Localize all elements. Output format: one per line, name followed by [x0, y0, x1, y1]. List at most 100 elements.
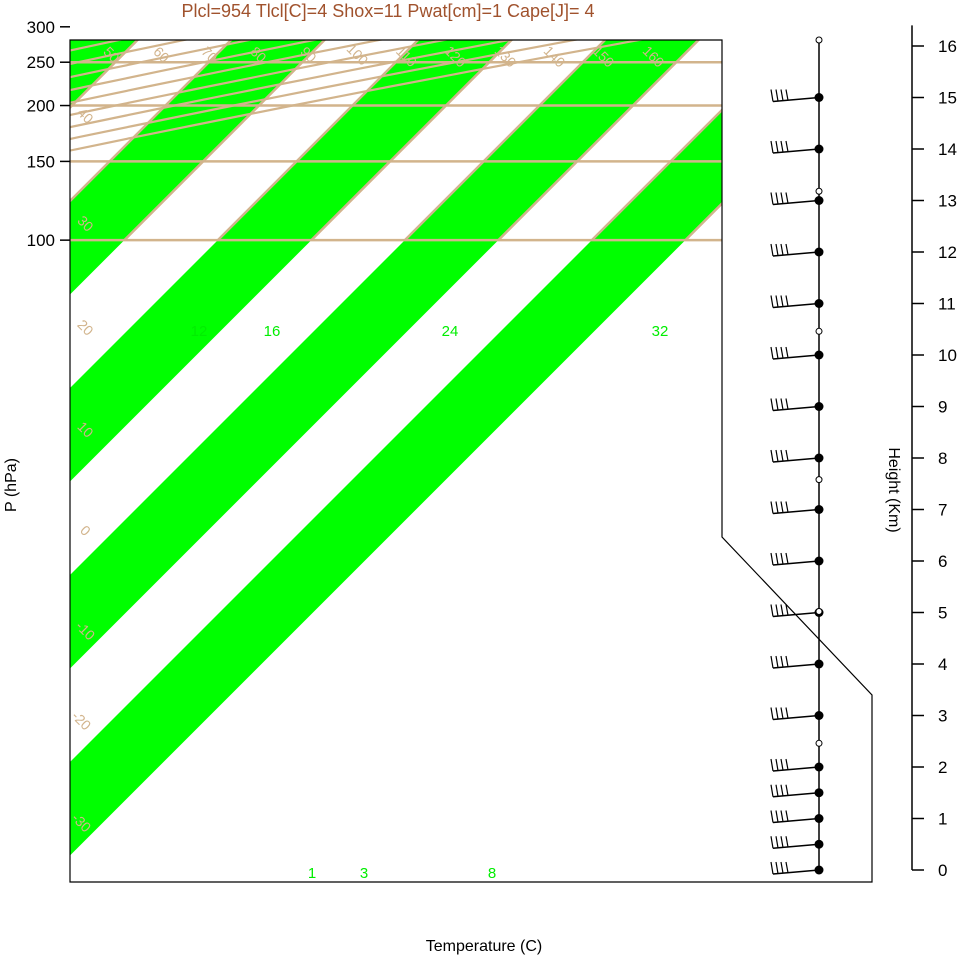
y-tick-label: 200 — [27, 97, 55, 116]
wind-barb-flag — [785, 604, 789, 616]
wind-barb-flag — [775, 89, 779, 102]
wind-barb-flag — [780, 707, 784, 719]
wind-barb-flag — [780, 243, 784, 256]
wind-open-marker — [815, 607, 823, 615]
wind-barb-flag — [780, 295, 784, 307]
dry-adiabat-label: 10 — [748, 540, 770, 562]
height-tick-label: 8 — [938, 449, 947, 468]
left-edge-label: 20 — [74, 316, 96, 338]
wind-barb-flag — [780, 140, 784, 153]
height-tick-label: 12 — [938, 243, 957, 262]
wind-barb-flag — [780, 449, 784, 462]
wind-barb-flag — [780, 346, 784, 359]
dry-adiabat-lines — [0, 0, 872, 242]
wind-barb-shaft — [772, 817, 820, 824]
left-edge-label: -20 — [69, 708, 95, 734]
isotherm — [497, 40, 872, 242]
mixing-ratio-label: 24 — [442, 323, 459, 340]
wind-barb-flag — [780, 758, 784, 771]
y-tick-label: 100 — [27, 231, 55, 250]
wind-barb-flag — [780, 784, 784, 797]
left-edge-label: 40 — [74, 104, 96, 126]
wind-barb-shaft — [772, 714, 820, 721]
wind-barb-flag — [785, 552, 789, 564]
height-tick-label: 16 — [938, 37, 957, 56]
wind-barb-shaft — [772, 457, 820, 463]
wind-barb-flag — [780, 810, 784, 822]
wind-barb-flag — [785, 398, 789, 410]
wind-barb-shaft — [772, 199, 820, 206]
isotherm — [123, 40, 582, 242]
wind-barb-flag — [780, 501, 784, 513]
wind-barb-shaft — [772, 148, 820, 154]
wind-barb-flag — [775, 861, 779, 874]
temp-band — [70, 40, 512, 882]
wind-barb-flag — [775, 243, 779, 256]
dry-adiabat-label: 30 — [845, 647, 867, 669]
height-tick-label: 9 — [938, 398, 947, 417]
wind-barb-shaft — [772, 96, 820, 103]
wind-barb-flag — [785, 89, 789, 101]
height-tick-label: 11 — [938, 295, 956, 314]
wind-barb-shaft — [772, 766, 820, 772]
wind-barb-flag — [780, 655, 784, 668]
wind-barb-flag — [770, 707, 774, 720]
wind-barb-flag — [775, 836, 779, 848]
wind-barb-flag — [770, 140, 774, 154]
wind-barb-shaft — [772, 302, 820, 309]
wind-barb-shaft — [772, 508, 820, 515]
isotherm — [216, 40, 676, 242]
wind-barb-flag — [770, 604, 774, 617]
dry-adiabat — [0, 0, 21, 240]
wind-barb-flag — [785, 140, 789, 152]
wind-barb-flag — [770, 784, 774, 797]
wind-barb-flag — [770, 655, 774, 669]
height-tick-label: 0 — [938, 861, 947, 880]
wind-barb-flag — [770, 192, 774, 205]
y-axis-label: P (hPa) — [3, 458, 20, 512]
isotherm — [310, 40, 769, 242]
height-tick-label: 14 — [938, 140, 957, 159]
wind-barb-flag — [785, 784, 789, 796]
wind-barb-flag — [775, 140, 779, 153]
wind-barb-flag — [780, 89, 784, 101]
y-tick-label: 300 — [27, 18, 55, 37]
mixing-ratio-label: 32 — [652, 323, 669, 340]
height-tick-label: 10 — [938, 346, 957, 365]
isotherm-label: 140 — [541, 43, 569, 71]
dry-adiabat-label: 20 — [795, 590, 817, 612]
height-tick-label: 3 — [938, 707, 947, 726]
isotherm — [0, 0, 20, 240]
wind-barb-flag — [770, 398, 774, 411]
wind-barb-flag — [770, 295, 774, 308]
wind-barb-flag — [785, 861, 789, 873]
plot-frame — [69, 39, 873, 883]
wind-barb-flag — [775, 346, 779, 359]
wind-barb-flag — [780, 836, 784, 848]
left-edge-label: 0 — [77, 522, 94, 539]
wind-barb-flag — [770, 501, 774, 514]
wind-barb-flag — [770, 243, 774, 257]
wind-barb-flag — [780, 861, 784, 874]
wind-barb-shaft — [772, 251, 820, 257]
wind-barb-flag — [775, 655, 779, 668]
wind-barb-flag — [785, 810, 789, 822]
dry-adiabat-label: 10 — [724, 343, 746, 365]
mixing-bottom-label: 3 — [360, 865, 368, 882]
mixing-bottom-label: 8 — [488, 865, 496, 882]
dry-adiabat — [70, 40, 872, 242]
wind-barb-flag — [770, 836, 774, 849]
height-axis-label: Height (Km) — [885, 447, 902, 532]
wind-barb-flag — [785, 346, 789, 358]
temp-band — [70, 40, 325, 882]
wind-barb-flag — [775, 449, 779, 462]
mixing-bottom-label: 1 — [308, 865, 316, 882]
isotherm — [684, 40, 872, 242]
dry-adiabat-label: 20 — [724, 233, 746, 255]
plot-area: 50 60 70 80 90 100 110 120 130 140 150 160302010010… — [0, 0, 872, 882]
height-tick-label: 2 — [938, 758, 947, 777]
dry-adiabat — [70, 40, 872, 242]
wind-barb-shaft — [772, 354, 820, 360]
